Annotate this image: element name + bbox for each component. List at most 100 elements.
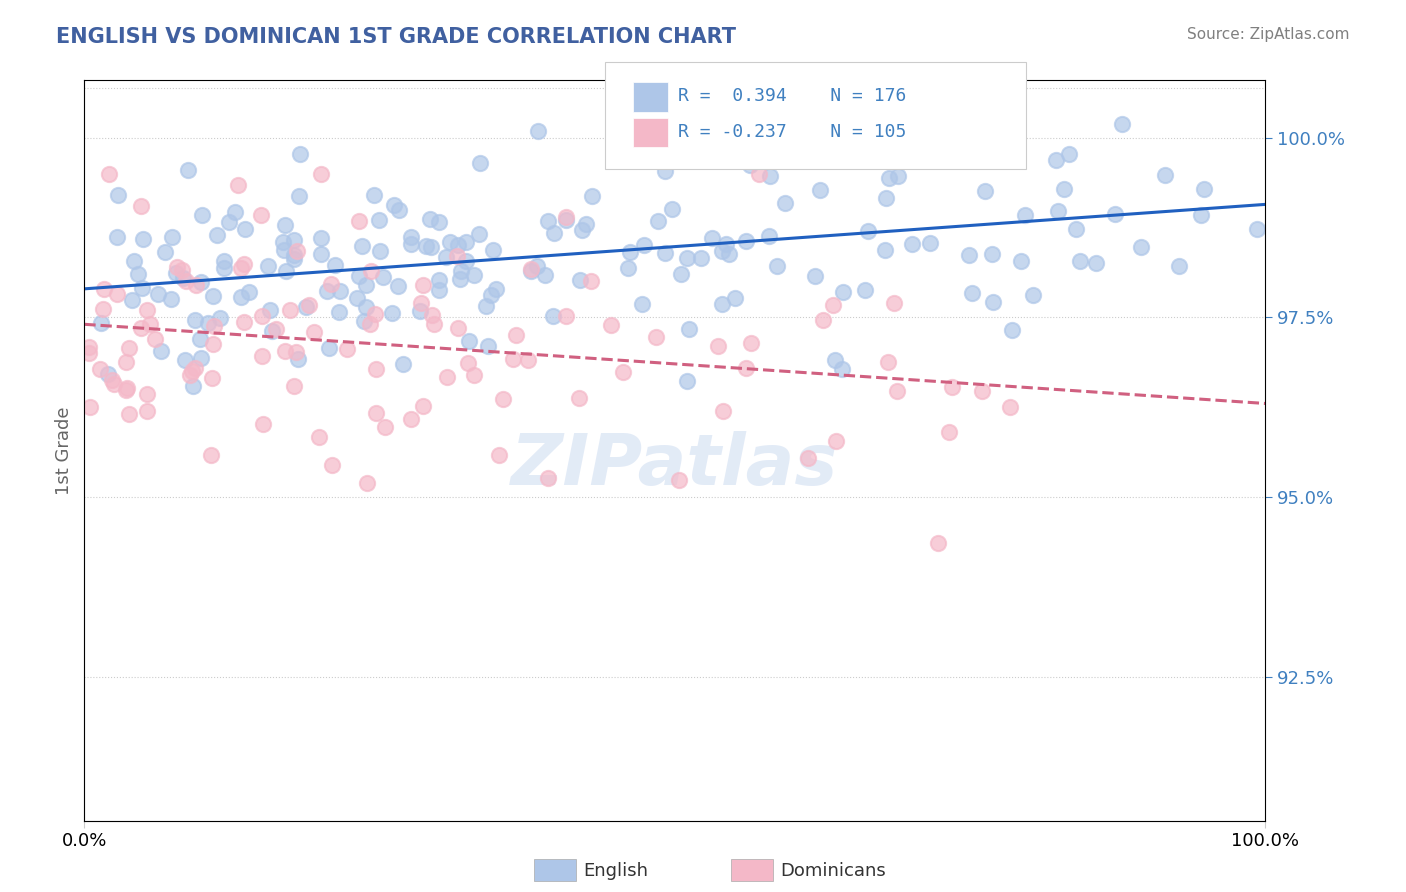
Point [136,302,159,317]
Point [274,264,297,278]
Point [352,238,374,252]
Point [831,362,853,376]
Point [283,233,305,247]
Point [356,476,378,491]
Point [527,124,550,138]
Point [711,297,734,311]
Point [1084,256,1107,270]
Point [309,247,332,261]
Point [129,199,152,213]
Point [1057,147,1080,161]
Point [877,170,900,185]
Point [645,330,668,344]
Point [202,318,225,333]
Point [716,237,738,252]
Point [367,212,389,227]
Point [575,217,598,231]
Point [449,272,471,286]
Point [654,164,676,178]
Point [162,230,184,244]
Point [172,270,194,285]
Point [278,303,301,318]
Point [200,448,222,462]
Point [174,274,197,288]
Point [250,349,273,363]
Point [900,237,922,252]
Point [832,285,855,300]
Point [918,146,941,161]
Point [419,211,441,226]
Point [875,244,897,258]
Point [201,337,224,351]
Point [957,248,980,262]
Point [318,341,340,355]
Point [98,167,121,181]
Point [707,339,730,353]
Point [190,275,212,289]
Point [411,296,433,310]
Point [139,317,162,331]
Point [454,235,477,249]
Point [115,381,138,395]
Point [250,208,273,222]
Point [972,384,994,398]
Point [188,332,211,346]
Point [373,269,395,284]
Point [647,214,669,228]
Point [363,188,385,202]
Point [118,407,141,421]
Point [363,307,385,321]
Point [233,257,256,271]
Point [184,361,207,376]
Point [824,353,846,368]
Point [91,301,114,316]
Point [475,299,498,313]
Point [252,417,274,432]
Point [600,318,623,332]
Point [446,248,468,262]
Point [537,471,560,485]
Point [555,310,578,324]
Point [323,258,346,272]
Point [226,178,249,192]
Point [309,231,332,245]
Point [789,102,811,116]
Point [166,260,188,275]
Point [97,367,120,381]
Point [1129,239,1152,253]
Point [770,152,793,166]
Point [238,285,260,299]
Point [285,345,308,359]
Point [735,150,758,164]
Point [328,305,350,319]
Point [354,278,377,293]
Point [1014,208,1036,222]
Point [536,214,558,228]
Point [568,273,591,287]
Point [79,401,101,415]
Point [502,352,524,367]
Point [661,202,683,217]
Point [364,406,387,420]
Point [105,230,128,244]
Point [181,378,204,392]
Point [150,343,173,358]
Point [412,278,434,293]
Point [724,291,747,305]
Point [103,377,125,392]
Point [526,259,548,273]
Point [233,222,256,236]
Point [427,273,450,287]
Point [973,184,995,198]
Point [581,274,603,288]
Point [105,287,128,301]
Point [302,325,325,339]
Point [1010,253,1032,268]
Point [485,282,508,296]
Point [283,248,305,262]
Point [734,234,756,248]
Point [145,332,167,346]
Y-axis label: 1st Grade: 1st Grade [55,406,73,495]
Point [689,251,711,265]
Point [287,351,309,366]
